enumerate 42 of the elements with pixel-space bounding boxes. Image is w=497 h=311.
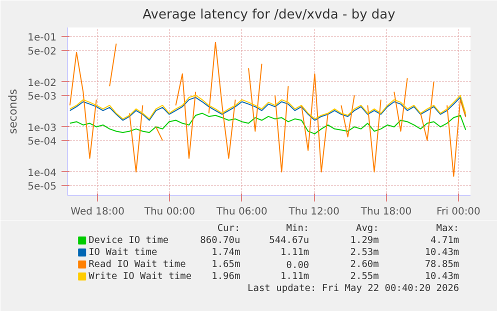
y-tick-label: 5e-02 <box>28 46 57 58</box>
legend-label: Device IO time <box>88 235 169 246</box>
text: Min: <box>286 223 310 234</box>
text: 0.00 <box>286 260 310 271</box>
y-tick-label: 1e-03 <box>28 122 57 134</box>
text: 10.43m <box>424 247 460 258</box>
y-tick-label: 1e-04 <box>28 168 57 179</box>
y-tick-label: 1e-01 <box>28 32 57 44</box>
text: 1.29m <box>350 235 380 246</box>
x-tick-label: Wed 18:00 <box>70 206 124 218</box>
y-tick-label: 5e-05 <box>28 182 57 192</box>
text: 2.60m <box>350 259 380 270</box>
x-tick-label: Fri 00:00 <box>436 206 480 218</box>
y-tick-label: 5e-04 <box>28 136 57 148</box>
text: 2.53m <box>350 247 380 258</box>
text: 78.85m <box>424 259 460 270</box>
text: Max: <box>436 223 460 234</box>
x-tick-label: Thu 06:00 <box>216 206 268 218</box>
legend-label: Read IO Wait time <box>88 259 186 270</box>
legend-label: Write IO Wait time <box>88 271 192 282</box>
line-series <box>69 112 466 134</box>
text: 1.96m <box>212 271 240 282</box>
text: 4.71m <box>430 235 460 246</box>
x-tick-label: Thu 00:00 <box>143 206 196 218</box>
text: Avg: <box>356 223 379 234</box>
chart-title: Average latency for /dev/xvda - by day <box>142 8 396 22</box>
text: Last update: Fri May 22 00:40:20 2026 <box>248 283 460 294</box>
text: 1.11m <box>280 271 310 282</box>
text: 10.43m <box>424 271 460 282</box>
text: 1.11m <box>280 247 310 258</box>
text: 544.67u <box>269 235 310 246</box>
y-axis-title: seconds <box>6 88 20 134</box>
text: 2.55m <box>350 271 380 282</box>
text: Cur: <box>217 223 240 234</box>
legend-label: IO Wait time <box>88 247 158 258</box>
text: 1.74m <box>212 247 240 258</box>
x-tick-label: Thu 12:00 <box>288 206 340 218</box>
y-tick-label: 1e-02 <box>28 78 57 89</box>
text: 860.70u <box>200 235 240 246</box>
y-tick-label: 5e-03 <box>28 91 57 102</box>
x-tick-label: Thu 18:00 <box>360 206 412 218</box>
text: 1.65m <box>212 259 240 270</box>
